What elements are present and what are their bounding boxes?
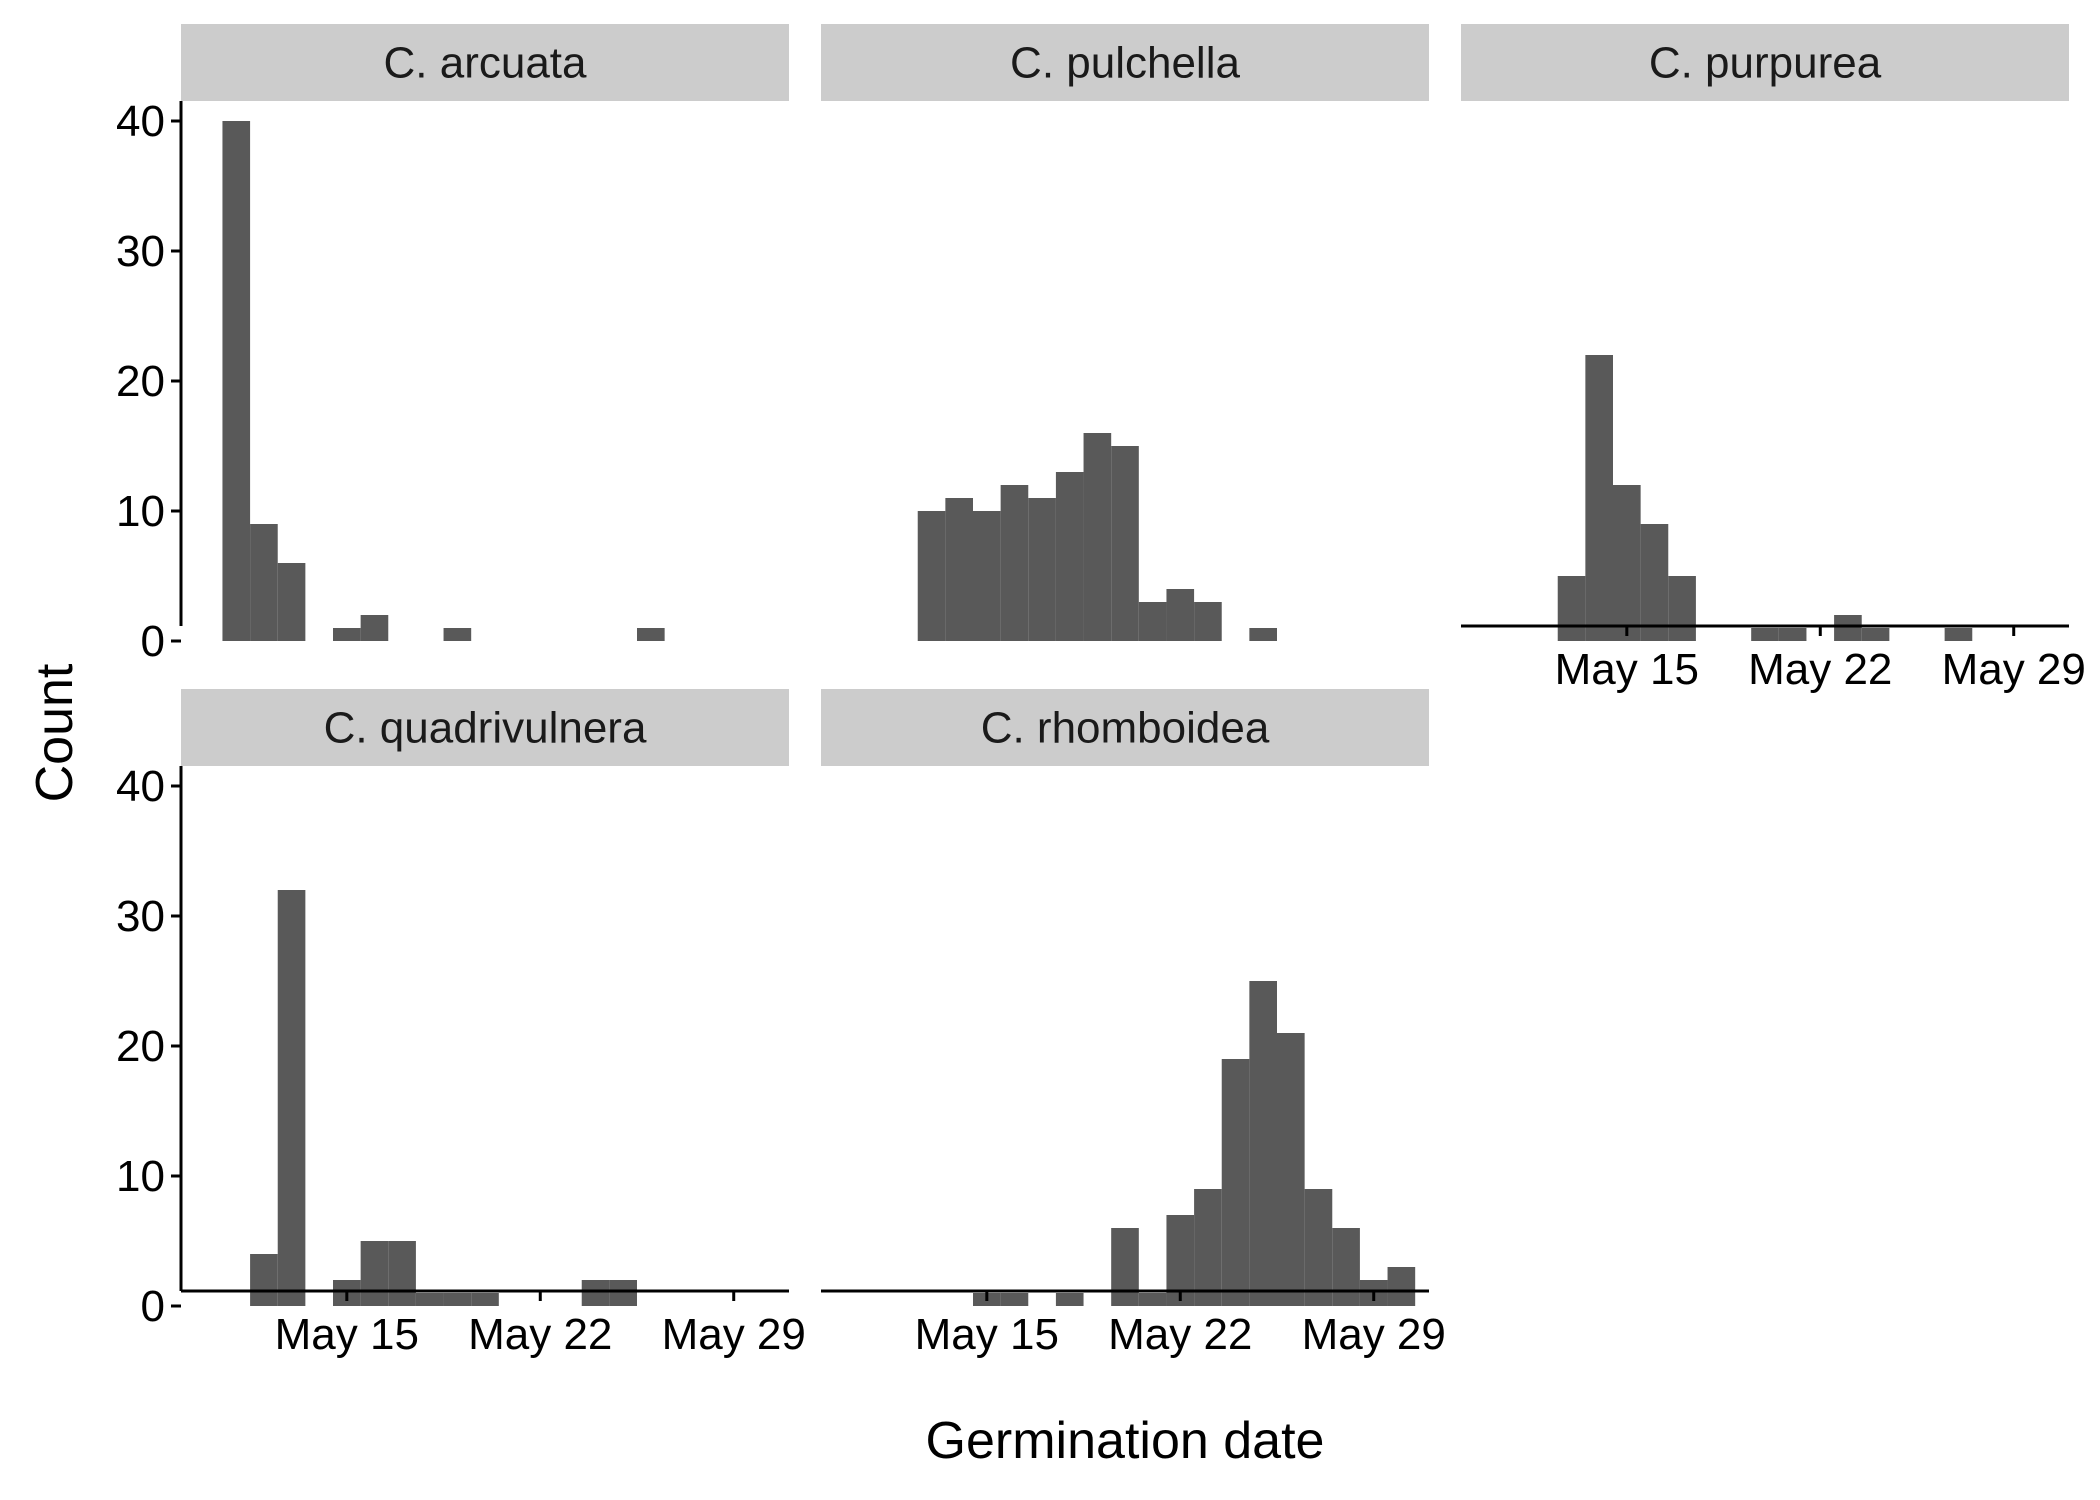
facet-strip — [181, 24, 789, 101]
facet-strip — [821, 689, 1429, 766]
histogram-bar — [415, 1293, 444, 1306]
histogram-bar — [1834, 615, 1862, 641]
histogram-bar — [443, 628, 472, 641]
histogram-bar — [1166, 589, 1195, 641]
x-tick-label: May 22 — [1108, 1310, 1252, 1359]
histogram-bar — [1111, 446, 1139, 641]
y-tick-label: 40 — [116, 97, 165, 146]
histogram-bar — [471, 1293, 499, 1306]
histogram-bar — [1751, 628, 1779, 641]
facet-panel: C. rhomboidea May 15 May 22 May 29 — [821, 689, 1446, 1359]
histogram-bar — [1028, 498, 1056, 641]
histogram-bar — [1055, 472, 1084, 641]
histogram-bar — [1778, 628, 1807, 641]
x-axis-title: Germination date — [926, 1412, 1325, 1470]
histogram-bar — [609, 1280, 637, 1306]
histogram-bar — [1083, 433, 1112, 641]
histogram-bar — [1138, 602, 1167, 641]
histogram-bar — [1668, 576, 1696, 641]
histogram-bar — [1613, 485, 1641, 641]
y-tick-label: 40 — [116, 762, 165, 811]
x-tick-label: May 15 — [915, 1310, 1059, 1359]
histogram-bar — [1194, 1189, 1222, 1306]
histogram-bar — [973, 511, 1001, 641]
histogram-bar — [1221, 1059, 1250, 1306]
y-axis-title: Count — [26, 663, 84, 802]
histogram-bar — [360, 1241, 389, 1306]
x-tick-label: May 22 — [1748, 645, 1892, 694]
facet-panel: C. quadrivulnera 0 10 20 30 40 May 15 May 22 May… — [116, 689, 806, 1359]
x-tick-label: May 15 — [275, 1310, 419, 1359]
facet-panel: C. pulchella — [821, 24, 1429, 641]
histogram-bar — [1277, 1033, 1305, 1306]
histogram-bar — [1304, 1189, 1333, 1306]
y-tick-label: 10 — [116, 1152, 165, 1201]
histogram-bar — [1000, 1293, 1029, 1306]
histogram-bar — [443, 1293, 472, 1306]
histogram-bar — [333, 628, 361, 641]
y-tick-label: 10 — [116, 487, 165, 536]
facet-strip — [181, 689, 789, 766]
histogram-bar — [388, 1241, 416, 1306]
histogram-bar — [277, 563, 306, 641]
facet-strip-label: C. pulchella — [1010, 39, 1240, 88]
y-tick-label: 0 — [141, 617, 165, 666]
facet-strip-label: C. arcuata — [384, 39, 588, 88]
histogram-bar — [917, 511, 946, 641]
facet-panel: C. arcuata 0 10 20 30 40 — [116, 24, 789, 666]
histogram-bar — [360, 615, 389, 641]
y-tick-label: 0 — [141, 1282, 165, 1331]
x-tick-label: May 29 — [1942, 645, 2086, 694]
y-tick-label: 30 — [116, 892, 165, 941]
histogram-bar — [250, 524, 278, 641]
histogram-bar — [222, 121, 251, 641]
histogram-bar — [1000, 485, 1029, 641]
histogram-bar — [1861, 628, 1890, 641]
histogram-bar — [1640, 524, 1669, 641]
y-tick-label: 30 — [116, 227, 165, 276]
histogram-bar — [1332, 1228, 1360, 1306]
facet-strip — [1461, 24, 2069, 101]
histogram-bar — [1138, 1293, 1167, 1306]
y-tick-label: 20 — [116, 1022, 165, 1071]
x-tick-label: May 29 — [662, 1310, 806, 1359]
histogram-bar — [1557, 576, 1586, 641]
facet-strip-label: C. purpurea — [1649, 39, 1882, 88]
y-tick-label: 20 — [116, 357, 165, 406]
histogram-bar — [1249, 628, 1277, 641]
histogram-bar — [1055, 1293, 1084, 1306]
histogram-bar — [1944, 628, 1973, 641]
histogram-bar — [581, 1280, 610, 1306]
histogram-bar — [1387, 1267, 1416, 1306]
facet-panels: C. arcuata 0 10 20 30 40 C. pulchella C. purpur… — [116, 24, 2086, 1359]
facet-strip-label: C. quadrivulnera — [324, 704, 647, 753]
histogram-bar — [637, 628, 665, 641]
facet-strip — [821, 24, 1429, 101]
facet-panel: C. purpurea May 15 May 22 May 29 — [1461, 24, 2086, 694]
x-tick-label: May 29 — [1302, 1310, 1446, 1359]
x-tick-label: May 15 — [1555, 645, 1699, 694]
histogram-bar — [945, 498, 973, 641]
x-tick-label: May 22 — [468, 1310, 612, 1359]
histogram-bar — [1585, 355, 1613, 641]
histogram-bar — [1194, 602, 1222, 641]
histogram-bar — [277, 890, 306, 1306]
histogram-bar — [250, 1254, 278, 1306]
histogram-bar — [1111, 1228, 1139, 1306]
histogram-bar — [1249, 981, 1277, 1306]
facet-strip-label: C. rhomboidea — [981, 704, 1270, 753]
